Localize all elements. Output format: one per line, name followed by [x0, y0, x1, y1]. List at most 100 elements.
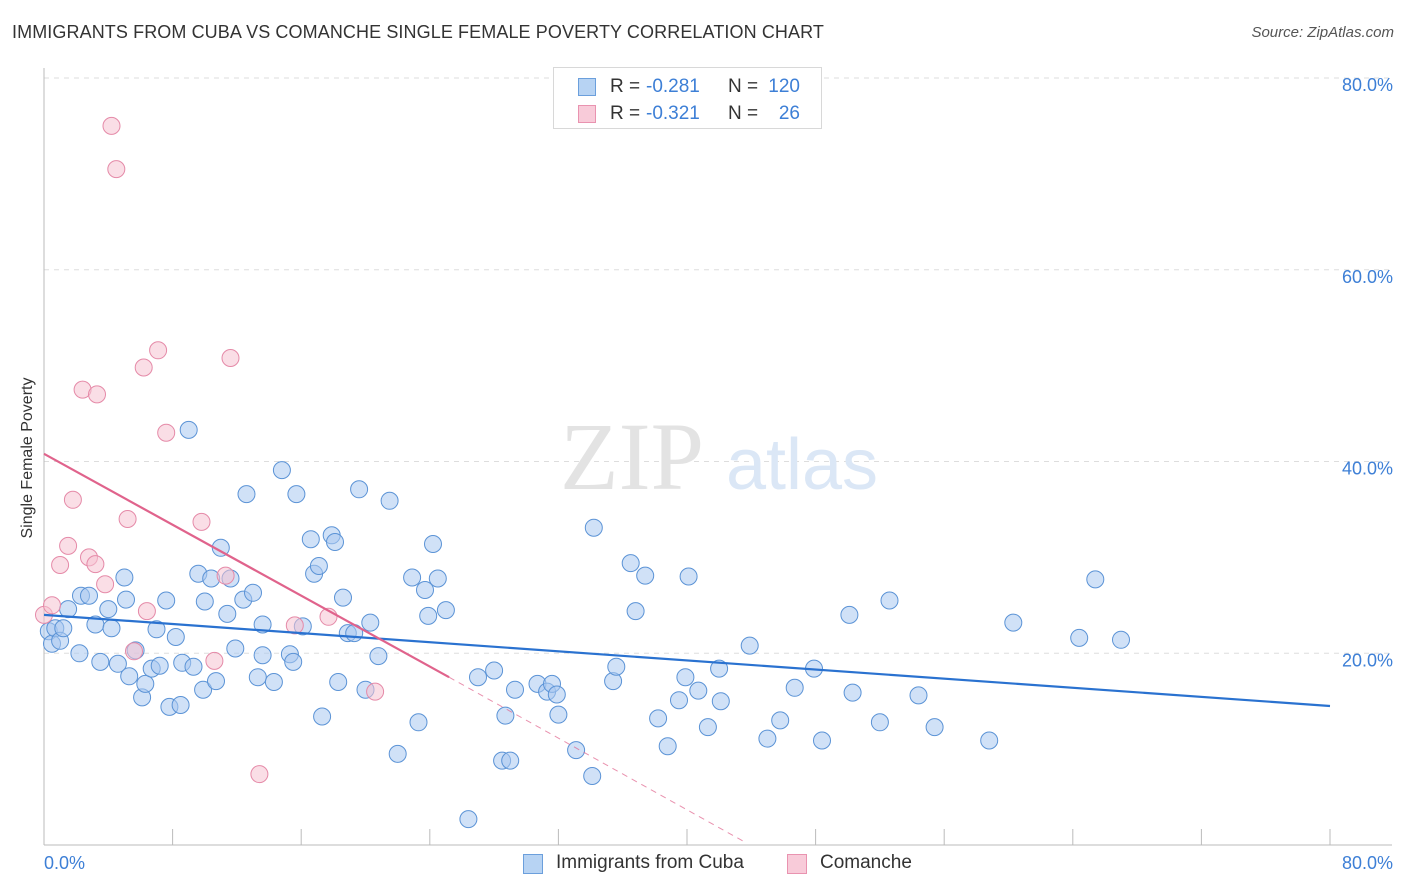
cuba-point [70, 644, 89, 663]
cuba-trend-line [43, 613, 1331, 708]
cuba-point [710, 659, 729, 678]
x-tick-label: 80.0% [1342, 853, 1393, 873]
comanche-point [216, 566, 235, 585]
x-tick-label: 0.0% [44, 853, 85, 873]
cuba-point [179, 420, 198, 439]
grid-lines [44, 77, 1392, 654]
cuba-point [329, 673, 348, 691]
cuba-point [909, 686, 928, 705]
watermark-atlas: atlas [726, 425, 878, 505]
comanche-point [118, 510, 137, 528]
cuba-point [136, 674, 155, 693]
legend-r-label: R = [610, 103, 641, 124]
cuba-point [785, 678, 804, 697]
cuba-point [549, 705, 568, 724]
legend-n-label: N = [728, 103, 759, 124]
cuba-point [237, 485, 256, 504]
cuba-point [218, 604, 237, 623]
comanche-point [134, 358, 153, 377]
cuba-point [195, 592, 214, 611]
legend-swatch-comanche [578, 105, 596, 123]
cuba-point [334, 588, 352, 607]
cuba-point [80, 586, 98, 605]
cuba-point [226, 639, 245, 658]
comanche-trend-line [43, 452, 450, 679]
cuba-point [264, 673, 283, 691]
cuba-point [150, 656, 169, 675]
cuba-point [313, 707, 332, 726]
y-tick-label: 80.0% [1342, 75, 1393, 95]
cuba-point [361, 613, 380, 632]
cuba-point [980, 731, 999, 750]
cuba-point [428, 569, 447, 588]
cuba-point [506, 680, 524, 699]
cuba-point [369, 647, 388, 666]
cuba-point [626, 602, 645, 621]
tick-labels: 20.0% 40.0% 60.0% 80.0% 0.0% 80.0% [44, 75, 1393, 873]
y-tick-label: 60.0% [1342, 267, 1393, 287]
comanche-point [88, 385, 106, 404]
cuba-point [248, 668, 267, 687]
legend-r-value: -0.281 [646, 76, 700, 97]
correlation-legend: R = -0.281 N = 120 R = -0.321 N = 26 [553, 67, 822, 129]
cuba-point [607, 657, 626, 676]
cuba-point [925, 718, 944, 737]
comanche-point [192, 512, 211, 531]
cuba-point [1112, 630, 1130, 649]
y-tick-label: 20.0% [1342, 650, 1393, 670]
legend-n-value: 120 [768, 76, 800, 97]
comanche-point [96, 575, 115, 594]
cuba-point [679, 567, 698, 586]
cuba-point [147, 620, 166, 639]
comanche-point [102, 116, 121, 135]
cuba-point [698, 718, 717, 737]
comanche-point [59, 536, 78, 555]
cuba-point [870, 713, 889, 732]
series-label-comanche: Comanche [820, 852, 912, 873]
series-swatch-comanche [787, 854, 807, 874]
comanche-point [221, 349, 240, 367]
cuba-point [284, 652, 303, 671]
cuba-point [1004, 613, 1023, 632]
cuba-point [59, 600, 78, 619]
chart-title: IMMIGRANTS FROM CUBA VS COMANCHE SINGLE … [12, 22, 824, 42]
cuba-point [711, 692, 730, 711]
cuba-point [301, 530, 320, 549]
cuba-point [740, 636, 759, 655]
cuba-point [102, 619, 121, 638]
source-label: Source: ZipAtlas.com [1251, 24, 1394, 41]
comanche-point [157, 423, 176, 442]
cuba-point [194, 680, 213, 699]
cuba-point [485, 661, 504, 680]
comanche-trend-extension [448, 676, 744, 842]
comanche-point [86, 555, 105, 574]
cuba-point [813, 731, 831, 750]
watermark: ZIP atlas [560, 403, 878, 510]
cuba-point [416, 581, 434, 599]
trend-lines [43, 452, 1331, 842]
cuba-point [388, 744, 407, 763]
watermark-zip: ZIP [560, 403, 704, 510]
cuba-point [649, 709, 668, 728]
y-axis-title: Single Female Poverty [19, 377, 36, 539]
cuba-point [501, 751, 520, 770]
cuba-point [54, 619, 73, 638]
comanche-point [137, 602, 156, 621]
cuba-point [117, 590, 135, 609]
cuba-point [253, 646, 272, 665]
comanche-point [366, 682, 385, 701]
cuba-point [272, 461, 291, 480]
cuba-point [843, 683, 862, 702]
cuba-point [115, 568, 134, 587]
cuba-point [424, 535, 442, 553]
comanche-point [149, 341, 168, 360]
cuba-point [758, 729, 777, 748]
cuba-point [207, 672, 225, 691]
legend-n-label: N = [728, 76, 759, 97]
comanche-point [285, 616, 304, 635]
cuba-point [636, 566, 655, 585]
legend-r-value: -0.321 [646, 103, 700, 124]
comanche-point [51, 556, 70, 574]
cuba-point [244, 583, 262, 602]
